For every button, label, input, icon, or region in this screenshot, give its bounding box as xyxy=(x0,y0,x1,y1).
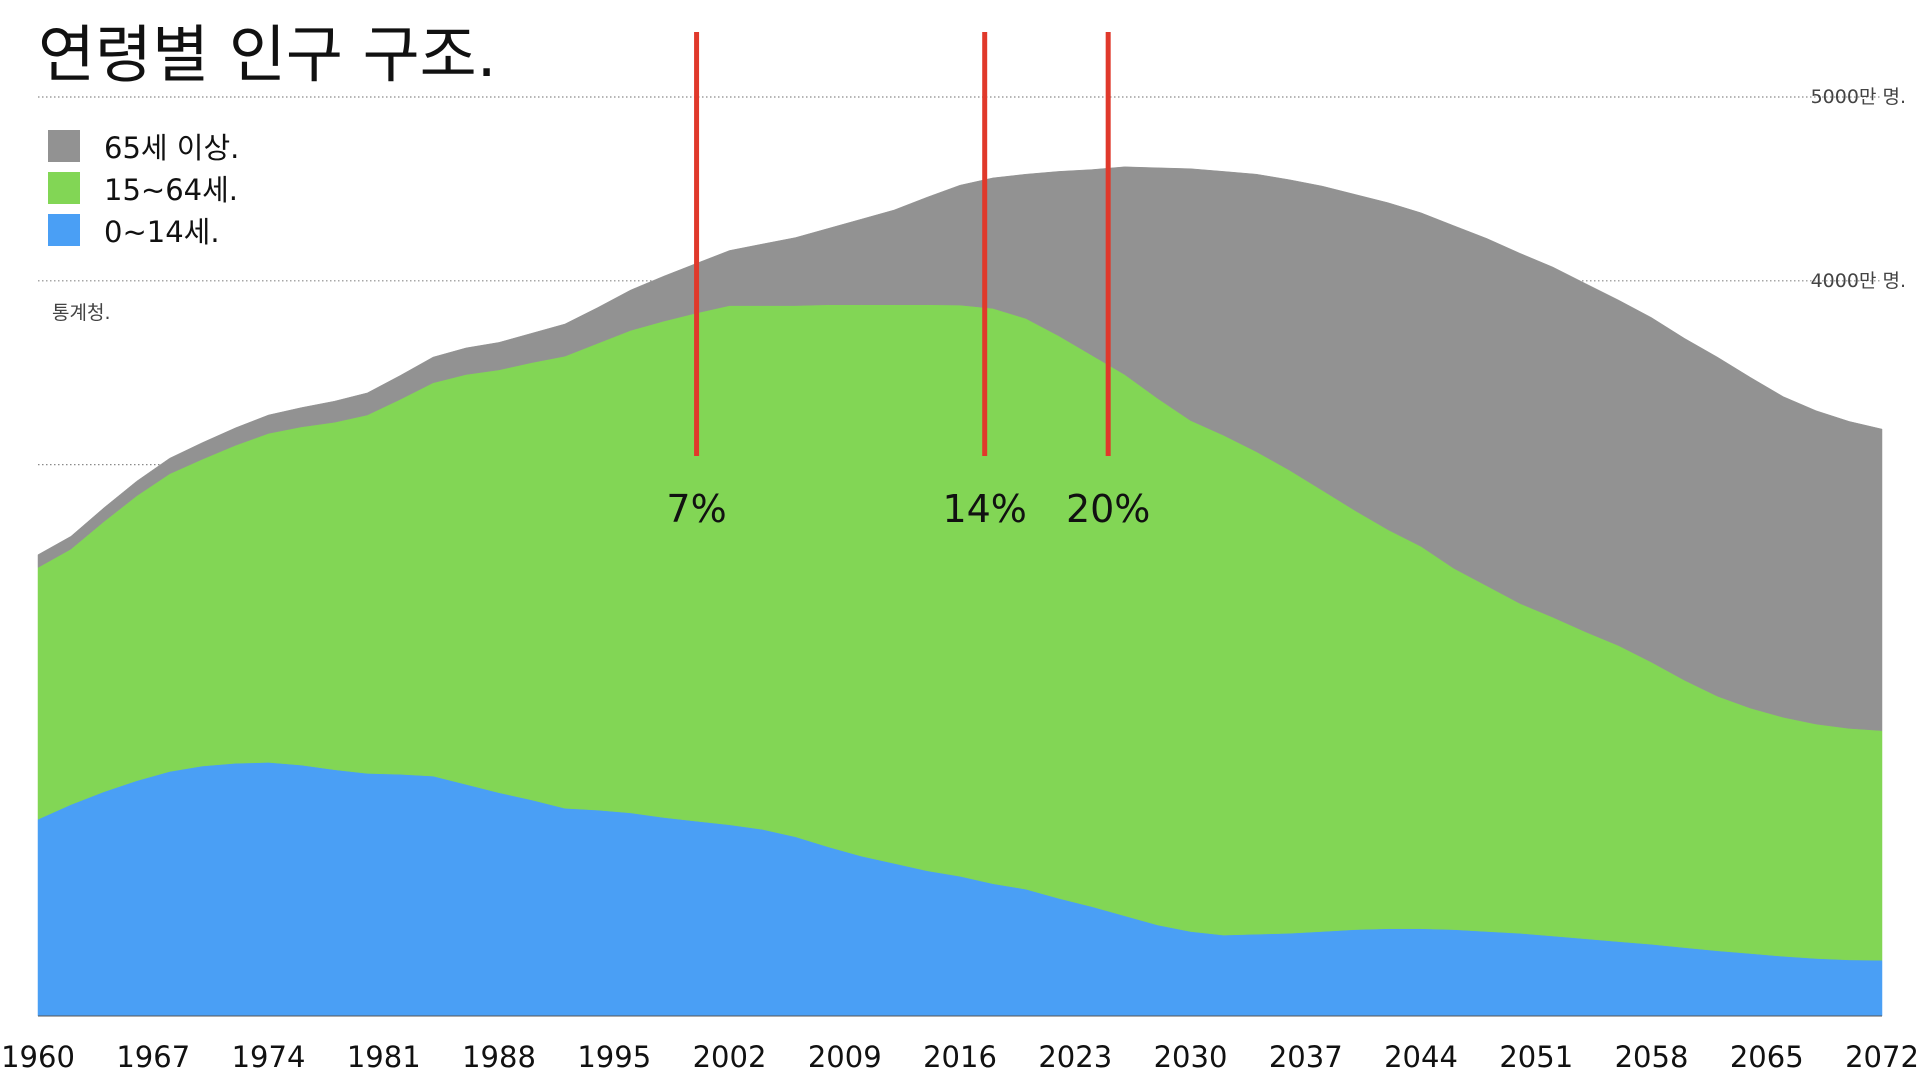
marker-label-0: 7% xyxy=(666,487,726,531)
legend-swatch-0-14 xyxy=(48,214,80,246)
x-tick-label-1995: 1995 xyxy=(577,1040,651,1074)
x-tick-label-2002: 2002 xyxy=(693,1040,767,1074)
legend-label-0-14: 0~14세. xyxy=(104,215,220,249)
x-tick-label-1967: 1967 xyxy=(116,1040,190,1074)
x-tick-label-1974: 1974 xyxy=(232,1040,306,1074)
chart-title: 연령별 인구 구조. xyxy=(38,18,497,91)
y-tick-label-4000: 4000만 명. xyxy=(1811,270,1906,292)
x-tick-label-2072: 2072 xyxy=(1845,1040,1919,1074)
legend-item-15-64: 15~64세. xyxy=(48,167,239,209)
legend-label-15-64: 15~64세. xyxy=(104,173,238,207)
legend-label-65plus: 65세 이상. xyxy=(104,131,240,165)
x-tick-label-1960: 1960 xyxy=(1,1040,75,1074)
annotations: 7% 14% 20% xyxy=(666,32,1150,531)
source-label: 통계청. xyxy=(52,302,111,324)
legend: 65세 이상. 15~64세. 0~14세. xyxy=(48,125,239,251)
x-tick-label-2058: 2058 xyxy=(1615,1040,1689,1074)
x-tick-label-1988: 1988 xyxy=(462,1040,536,1074)
x-tick-label-2016: 2016 xyxy=(923,1040,997,1074)
areas xyxy=(37,166,1883,1017)
y-tick-label-5000: 5000만 명. xyxy=(1811,86,1906,108)
legend-item-65plus: 65세 이상. xyxy=(48,125,239,167)
legend-swatch-65plus xyxy=(48,130,80,162)
x-tick-label-2009: 2009 xyxy=(808,1040,882,1074)
area-series-2 xyxy=(37,166,1883,731)
y-tick-labels: 4000만 명. 5000만 명. xyxy=(1811,86,1906,292)
x-tick-label-2023: 2023 xyxy=(1038,1040,1112,1074)
marker-label-1: 14% xyxy=(942,487,1026,531)
legend-item-0-14: 0~14세. xyxy=(48,209,239,251)
marker-label-2: 20% xyxy=(1066,487,1150,531)
legend-swatch-15-64 xyxy=(48,172,80,204)
x-tick-label-2051: 2051 xyxy=(1499,1040,1573,1074)
x-tick-label-1981: 1981 xyxy=(347,1040,421,1074)
x-tick-label-2037: 2037 xyxy=(1269,1040,1343,1074)
x-tick-label-2065: 2065 xyxy=(1730,1040,1804,1074)
x-tick-label-2044: 2044 xyxy=(1384,1040,1458,1074)
x-tick-labels: 1960 1967 1974 1981 1988 1995 2002 2009 2016 2023… xyxy=(1,1040,1919,1074)
x-tick-label-2030: 2030 xyxy=(1154,1040,1228,1074)
